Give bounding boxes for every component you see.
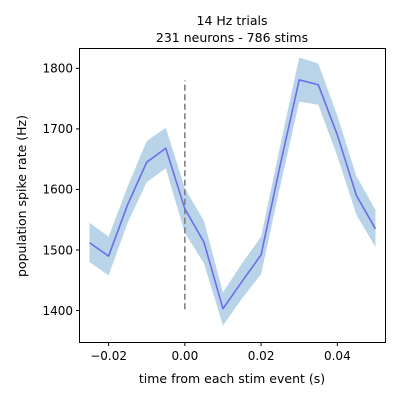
plot-area (89, 57, 377, 326)
y-tick-label: 1700 (42, 122, 73, 136)
y-tick-label: 1600 (42, 183, 73, 197)
series-line (89, 79, 377, 310)
x-tick-label: 0.00 (171, 349, 198, 363)
chart-subtitle: 231 neurons - 786 stims (156, 30, 308, 45)
y-tick-label: 1800 (42, 62, 73, 76)
y-tick-label: 1400 (42, 304, 73, 318)
y-axis: 1400 1500 1600 1700 1800 (42, 62, 80, 318)
x-tick-label: 0.04 (324, 349, 351, 363)
chart-title: 14 Hz trials (197, 13, 268, 28)
x-axis: −0.02 0.00 0.02 0.04 (90, 342, 351, 363)
y-tick-label: 1500 (42, 243, 73, 257)
x-axis-label: time from each stim event (s) (139, 371, 325, 386)
confidence-band (89, 57, 376, 326)
y-axis-label: population spike rate (Hz) (14, 115, 29, 277)
axes-frame (79, 48, 386, 343)
x-tick-label: −0.02 (90, 349, 127, 363)
x-tick-label: 0.02 (248, 349, 275, 363)
